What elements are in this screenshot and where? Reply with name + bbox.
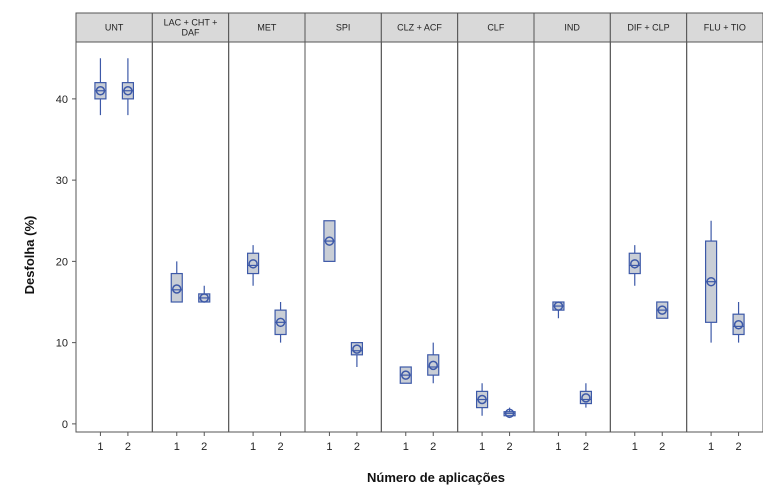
x-tick-label: 1 (97, 441, 103, 453)
box (246, 252, 260, 275)
y-tick-label: 20 (56, 256, 68, 268)
panel-frame (686, 41, 763, 433)
panel-frame (228, 41, 306, 433)
mean-marker (428, 360, 438, 371)
mean-marker (733, 320, 744, 330)
mean-marker (630, 259, 640, 269)
x-tick-label: 2 (507, 441, 513, 453)
panel-frame (304, 41, 382, 433)
x-tick-label: 1 (326, 441, 332, 453)
panel-strip (686, 12, 763, 43)
panel-frame (380, 41, 459, 433)
box (732, 313, 745, 336)
x-tick-label: 2 (278, 441, 284, 453)
panel-frames (75, 41, 763, 433)
x-tick-label: 1 (632, 441, 638, 453)
mean-marker (324, 236, 335, 246)
mean-marker (401, 370, 411, 380)
x-axis-title: Número de aplicações (367, 470, 505, 485)
mean-marker (199, 293, 209, 303)
panel-label: FLU + TIO (704, 23, 746, 33)
panel-frame (457, 41, 535, 433)
box (427, 354, 440, 376)
panel-frame (151, 41, 230, 433)
panel-frame (75, 41, 153, 433)
boxes (94, 58, 745, 419)
mean-marker (477, 394, 487, 405)
mean-marker (248, 259, 258, 269)
panel-label: LAC + CHT + (164, 18, 218, 28)
panel-strips: UNT LAC + CHT +DAF MET SPI CLZ + ACF CLF IND DI… (75, 12, 763, 43)
mean-marker (352, 344, 362, 354)
x-tick-label: 2 (736, 441, 742, 453)
x-tick-label: 2 (583, 441, 589, 453)
x-tick-label: 1 (403, 441, 409, 453)
x-tick-label: 1 (479, 441, 485, 453)
mean-marker (657, 305, 667, 315)
x-tick-label: 2 (125, 441, 131, 453)
box (170, 272, 183, 303)
mean-marker (172, 284, 182, 294)
box (628, 252, 641, 275)
y-tick-label: 10 (56, 338, 68, 350)
panel-label: DIF + CLP (627, 23, 669, 33)
x-tick-label: 2 (659, 441, 665, 453)
x-tick-label: 1 (174, 441, 180, 453)
panel-label: MET (257, 23, 277, 33)
panel-strip (75, 12, 153, 43)
panel-label: SPI (336, 23, 351, 33)
panel-strip (151, 12, 230, 43)
panel-label: CLF (487, 23, 505, 33)
x-tick-label: 1 (250, 441, 256, 453)
x-tick-label: 1 (708, 441, 714, 453)
mean-marker (553, 301, 564, 311)
panel-strip (609, 12, 688, 43)
panel-frame (533, 41, 611, 433)
box (350, 342, 364, 356)
mean-marker (123, 86, 133, 96)
box (579, 390, 593, 405)
y-tick-label: 30 (56, 175, 68, 187)
mean-marker (504, 408, 515, 419)
x-tick-label: 1 (555, 441, 561, 453)
panel-label: CLZ + ACF (397, 23, 442, 33)
mean-marker (95, 86, 106, 96)
panel-frame (609, 41, 688, 433)
panel-strip (457, 12, 535, 43)
x-tick-label: 2 (430, 441, 436, 453)
y-tick-label: 0 (62, 419, 68, 431)
panel-label: DAF (182, 28, 201, 38)
panel-label: IND (564, 23, 580, 33)
x-tick-label: 2 (354, 441, 360, 453)
y-axis-title: Desfolha (%) (22, 216, 37, 295)
panel-label: UNT (105, 23, 124, 33)
mean-marker (581, 393, 591, 403)
mean-marker (275, 317, 286, 328)
mean-marker (706, 276, 716, 287)
x-tick-label: 2 (201, 441, 207, 453)
y-tick-label: 40 (56, 94, 68, 106)
